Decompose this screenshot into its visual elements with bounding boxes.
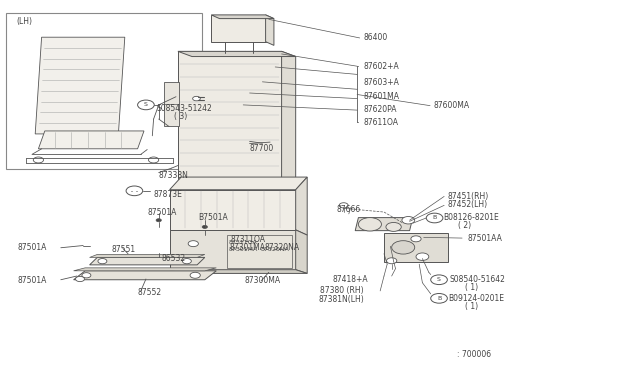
Polygon shape [164,82,179,126]
Circle shape [426,213,443,223]
Circle shape [411,236,421,242]
Text: 87301MA: 87301MA [229,243,265,252]
Text: 87452(LH): 87452(LH) [448,200,488,209]
Polygon shape [170,270,307,273]
Polygon shape [170,177,307,190]
Text: 87602+A: 87602+A [364,62,399,71]
Bar [6,13,202,169]
Polygon shape [266,15,274,45]
Circle shape [156,219,161,222]
Circle shape [148,157,159,163]
Text: ( 3): ( 3) [174,112,188,121]
Text: S08543-51242: S08543-51242 [156,104,212,113]
Text: 87301MA: 87301MA [229,247,259,253]
Text: B08126-8201E: B08126-8201E [444,213,499,222]
Text: : 700006: : 700006 [457,350,491,359]
Text: (LH): (LH) [16,17,32,26]
Text: ( 2): ( 2) [458,221,471,230]
Text: 87501AA: 87501AA [467,234,502,243]
Polygon shape [38,131,144,149]
Text: B7501A: B7501A [198,213,228,222]
Text: 87418+A: 87418+A [333,275,369,284]
Text: ( 1): ( 1) [465,283,478,292]
Text: 87611OA: 87611OA [364,118,399,126]
Polygon shape [211,15,266,42]
Text: 87338N: 87338N [159,171,189,180]
Polygon shape [282,51,296,184]
Text: 87380 (RH): 87380 (RH) [320,286,364,295]
Text: 87603+A: 87603+A [364,78,399,87]
Polygon shape [355,218,413,231]
Text: 87666: 87666 [337,205,361,214]
Polygon shape [90,257,205,265]
Text: 87320NA: 87320NA [261,247,290,253]
Text: B09124-0201E: B09124-0201E [448,294,504,303]
Text: 87600MA: 87600MA [434,101,470,110]
Text: 86400: 86400 [364,33,388,42]
Text: S: S [144,102,148,108]
Text: 87873E: 87873E [154,190,182,199]
Text: 87451(RH): 87451(RH) [448,192,489,201]
Text: B: B [433,215,436,221]
Polygon shape [170,230,296,270]
Circle shape [386,222,401,231]
Polygon shape [296,230,307,273]
Bar [227,235,292,268]
Text: 87552: 87552 [138,288,162,296]
Text: 87501A: 87501A [147,208,177,217]
Polygon shape [74,268,216,271]
Circle shape [202,225,207,228]
Circle shape [416,253,429,260]
Polygon shape [170,190,296,230]
Polygon shape [296,177,307,235]
Circle shape [358,218,381,231]
Text: 87311OA: 87311OA [230,235,266,244]
Text: 87620PA: 87620PA [364,105,397,114]
Circle shape [392,241,415,254]
Text: 87320NA: 87320NA [264,243,300,252]
Circle shape [431,294,447,303]
Text: S08540-51642: S08540-51642 [449,275,505,284]
Text: 87311OA: 87311OA [229,240,258,245]
Text: 87501A: 87501A [18,243,47,252]
Circle shape [33,157,44,163]
Polygon shape [35,37,125,134]
Circle shape [188,241,198,247]
Polygon shape [178,51,282,179]
Circle shape [98,259,107,264]
Text: 87700: 87700 [250,144,274,153]
Polygon shape [178,51,296,57]
Circle shape [82,273,91,278]
Circle shape [431,275,447,285]
Text: 87501A: 87501A [18,276,47,285]
Text: 86532: 86532 [161,254,186,263]
Text: 87601MA: 87601MA [364,92,399,101]
Circle shape [402,217,415,224]
Polygon shape [211,15,274,19]
Text: ( 1): ( 1) [465,302,478,311]
Circle shape [339,203,348,208]
Polygon shape [90,254,205,257]
Text: B: B [437,296,441,301]
Text: 87551: 87551 [112,245,136,254]
Circle shape [76,276,84,282]
Text: 87381N(LH): 87381N(LH) [319,295,364,304]
Circle shape [126,186,143,196]
Circle shape [138,100,154,110]
Circle shape [182,259,191,264]
Circle shape [193,96,200,101]
Text: S: S [437,277,441,282]
Polygon shape [384,232,448,262]
Circle shape [190,272,200,278]
Text: 87300MA: 87300MA [244,276,280,285]
Polygon shape [74,271,216,280]
Circle shape [387,258,397,264]
